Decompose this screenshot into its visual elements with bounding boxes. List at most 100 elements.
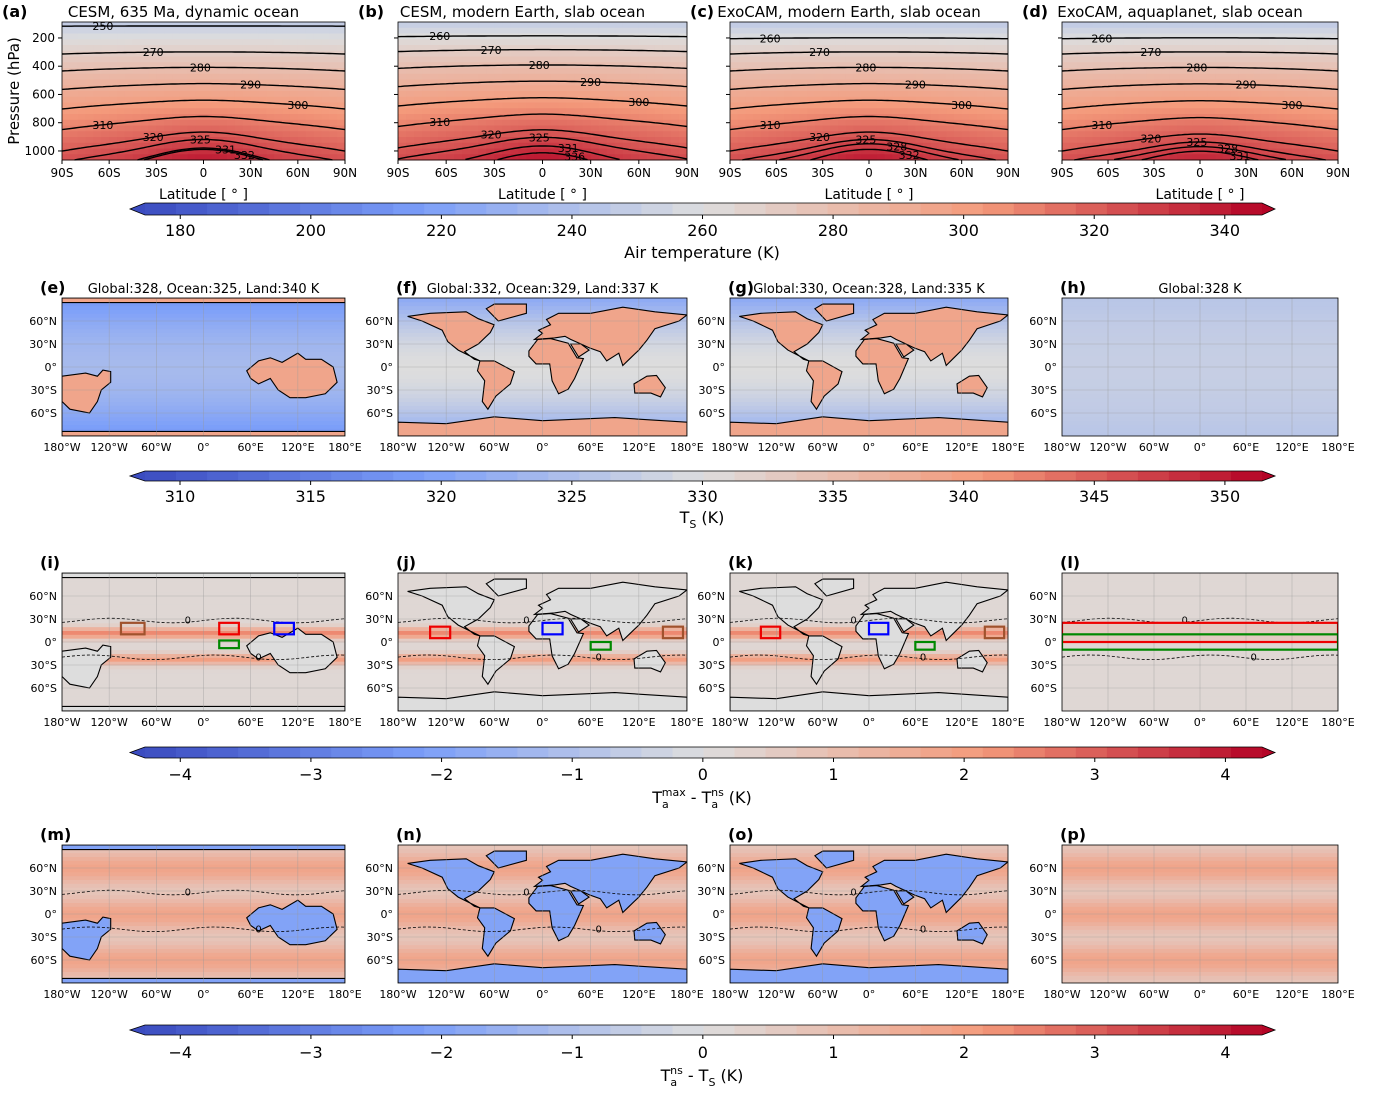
field-cell: [1077, 108, 1085, 114]
y-tick-label: 30°S: [31, 931, 57, 944]
field-cell: [1231, 103, 1239, 109]
colorbar-tick-label: 180: [165, 221, 196, 240]
field-cell: [663, 68, 672, 74]
field-cell: [1108, 131, 1116, 137]
field-cell: [1131, 143, 1139, 149]
field-cell: [551, 80, 560, 86]
field-cell: [776, 45, 784, 51]
field-cell: [518, 51, 527, 57]
x-tick-label: 90N: [333, 166, 357, 180]
field-cell: [1330, 154, 1338, 160]
field-cell: [406, 91, 415, 97]
field-cell: [1284, 39, 1292, 45]
field-cell: [164, 120, 172, 126]
field-cell: [446, 108, 455, 114]
field-cell: [792, 57, 800, 63]
field-cell: [235, 97, 243, 103]
field-cell: [908, 39, 916, 45]
field-cell: [1330, 22, 1338, 28]
colorbar-band: [331, 1025, 363, 1035]
field-cell: [243, 126, 251, 132]
field-cell: [792, 114, 800, 120]
field-cell: [219, 85, 227, 91]
field-cell: [738, 39, 746, 45]
field-cell: [753, 74, 761, 80]
panel-letter: (b): [358, 2, 384, 21]
colorbar-band: [735, 203, 767, 215]
field-cell: [923, 57, 931, 63]
field-cell: [939, 97, 947, 103]
colorbar-band: [672, 203, 704, 215]
field-cell: [172, 80, 180, 86]
field-cell: [969, 149, 977, 155]
field-cell: [259, 91, 267, 97]
field-cell: [1000, 57, 1008, 63]
colorbar-band: [1076, 1025, 1108, 1035]
field-cell: [148, 28, 156, 34]
field-cell: [164, 108, 172, 114]
field-cell: [1162, 120, 1170, 126]
field-cell: [869, 80, 877, 86]
y-tick-label: 30°S: [1031, 659, 1057, 672]
field-cell: [1330, 114, 1338, 120]
field-cell: [438, 91, 447, 97]
field-cell: [1085, 97, 1093, 103]
field-cell: [430, 51, 439, 57]
field-cell: [1238, 68, 1246, 74]
field-cell: [306, 114, 314, 120]
field-cell: [1116, 57, 1124, 63]
field-cell: [551, 34, 560, 40]
field-cell: [1208, 126, 1216, 132]
colorbar-band: [1231, 471, 1263, 481]
field-cell: [1215, 34, 1223, 40]
y-tick-label: 30°S: [31, 659, 57, 672]
field-cell: [1139, 91, 1147, 97]
field-cell: [962, 45, 970, 51]
colorbar-band: [890, 747, 922, 758]
field-cell: [607, 91, 616, 97]
field-cell: [298, 22, 306, 28]
colorbar-tick-label: −3: [299, 765, 323, 784]
field-cell: [823, 68, 831, 74]
field-cell: [993, 45, 1001, 51]
field-cell: [761, 108, 769, 114]
field-cell: [235, 103, 243, 109]
colorbar-band: [486, 471, 518, 481]
x-tick-label: 0°: [536, 716, 549, 729]
field-cell: [1162, 137, 1170, 143]
field-cell: [854, 80, 862, 86]
field-cell: [869, 74, 877, 80]
field-cell: [406, 39, 415, 45]
field-cell: [745, 22, 753, 28]
y-tick-label: 200: [32, 31, 55, 45]
colorbar-band: [331, 471, 363, 481]
field-cell: [398, 28, 407, 34]
y-tick-label: 400: [32, 59, 55, 73]
field-cell: [1330, 62, 1338, 68]
field-cell: [985, 57, 993, 63]
field-cell: [1131, 97, 1139, 103]
field-cell: [494, 34, 503, 40]
field-cell: [830, 85, 838, 91]
x-tick-label: 60N: [950, 166, 974, 180]
field-cell: [243, 22, 251, 28]
field-cell: [1146, 39, 1154, 45]
x-tick-label: 120°E: [1275, 441, 1308, 454]
field-cell: [462, 39, 471, 45]
field-cell: [800, 126, 808, 132]
field-cell: [290, 22, 298, 28]
colorbar-band: [610, 203, 642, 215]
field-cell: [846, 34, 854, 40]
field-cell: [800, 39, 808, 45]
x-tick-label: 180°W: [43, 716, 80, 729]
field-cell: [792, 126, 800, 132]
field-cell: [180, 57, 188, 63]
field-cell: [1162, 103, 1170, 109]
field-cell: [939, 143, 947, 149]
colorbar-band: [610, 1025, 642, 1035]
field-cell: [753, 45, 761, 51]
field-cell: [1254, 91, 1262, 97]
field-cell: [109, 97, 117, 103]
field-cell: [655, 22, 664, 28]
colorbar-band: [859, 1025, 891, 1035]
